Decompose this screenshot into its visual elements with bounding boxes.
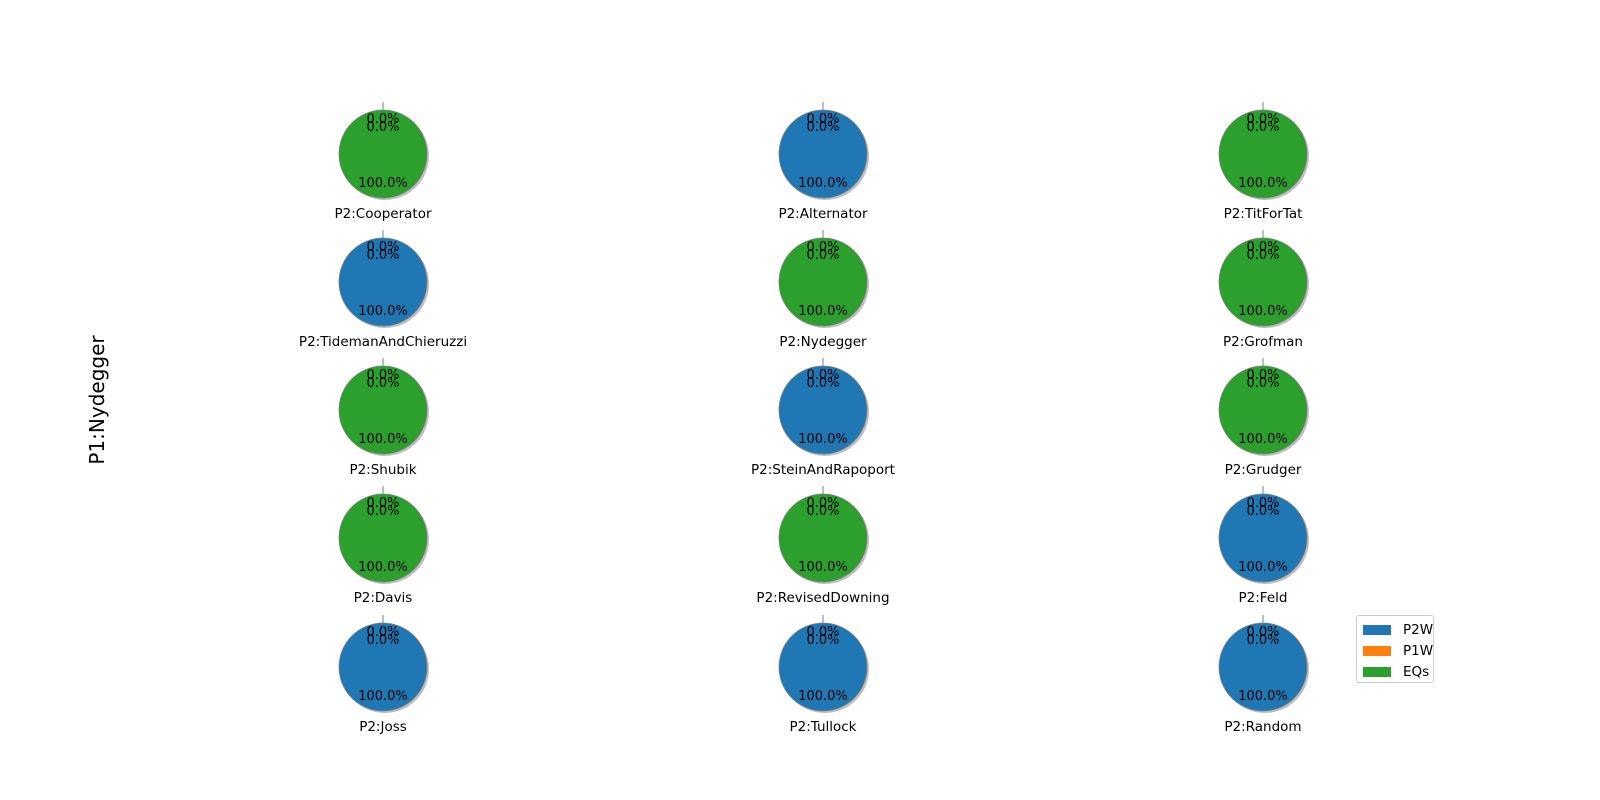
legend-item-p1w: P1W [1363,643,1434,659]
pie-title: P2:SteinAndRapoport [751,462,895,478]
pie-10: 0.0%0.0% 100.0% P2:Davis [338,486,429,606]
pie-pct-label-p1w: 0.0% [1246,496,1279,511]
pie-pct-label-p2w: 0.0% [366,368,399,383]
pie-pct-label-p1w: 0.0% [1246,376,1279,391]
pie-title: P2:Random [1224,719,1301,735]
pie-slice-eqs [1218,365,1308,455]
pie-pct-label-p2w: 0.0% [366,112,399,127]
pie-pct-label-p1w: 0.0% [1246,120,1279,135]
pie-title: P2:Nydegger [779,334,867,350]
pie-4: 100.0% 0.0%0.0% P2:TidemanAndChieruzzi [299,230,467,350]
pie-7: 0.0%0.0% 100.0% P2:Shubik [338,358,429,478]
pie-title: P2:Shubik [349,462,416,478]
pie-pct-label-eqs: 100.0% [1238,304,1288,319]
legend-item-eqs: EQs [1363,664,1430,680]
pie-3: 0.0%0.0% 100.0% P2:TitForTat [1218,102,1309,222]
pie-pct-label-p1w: 0.0% [1246,625,1279,640]
pie-pct-label-eqs: 100.0% [358,176,408,191]
pie-pct-label-p1w: 0.0% [1246,248,1279,263]
pie-pct-label-p1w: 0.0% [366,240,399,255]
pie-pct-label-eqs: 0.0% [806,633,839,648]
pie-11: 0.0%0.0% 100.0% P2:RevisedDowning [756,486,890,606]
pie-pct-label-p1w: 0.0% [366,120,399,135]
pie-slice-eqs [778,237,868,327]
pie-pct-label-p1w: 0.0% [806,112,839,127]
pie-pct-label-eqs: 100.0% [1238,432,1288,447]
pie-13: 100.0% 0.0%0.0% P2:Joss [338,615,429,735]
pie-pct-label-eqs: 0.0% [806,120,839,135]
pie-pct-label-eqs: 100.0% [798,560,848,575]
pie-title: P2:Davis [354,590,413,606]
pie-12: 100.0% 0.0%0.0% P2:Feld [1218,486,1309,606]
pie-pct-label-eqs: 100.0% [798,304,848,319]
legend-label-p2w: P2W [1403,622,1434,638]
pie-pct-label-p2w: 0.0% [366,496,399,511]
pie-pct-label-p2w: 100.0% [798,432,848,447]
pie-pct-label-p2w: 100.0% [358,689,408,704]
pie-slice-eqs [778,493,868,583]
pie-pct-label-p2w: 0.0% [806,240,839,255]
legend-swatch-p1w [1363,646,1391,656]
pie-6: 0.0%0.0% 100.0% P2:Grofman [1218,230,1309,350]
pie-pct-label-p1w: 0.0% [806,248,839,263]
pie-title: P2:Grofman [1223,334,1303,350]
pie-title: P2:Grudger [1225,462,1302,478]
pie-title: P2:RevisedDowning [756,590,889,606]
pie-title: P2:Feld [1239,590,1288,606]
legend-swatch-eqs [1363,667,1391,677]
pie-pct-label-eqs: 100.0% [358,560,408,575]
pie-title: P2:TitForTat [1224,206,1303,222]
pie-14: 100.0% 0.0%0.0% P2:Tullock [778,615,869,735]
pie-pct-label-eqs: 0.0% [366,633,399,648]
pie-pct-label-p2w: 0.0% [806,496,839,511]
pie-pct-label-eqs: 0.0% [806,376,839,391]
legend-label-p1w: P1W [1403,643,1434,659]
pie-pct-label-eqs: 0.0% [1246,633,1279,648]
pie-pct-label-eqs: 0.0% [1246,504,1279,519]
pie-title: P2:Tullock [789,719,856,735]
pie-9: 0.0%0.0% 100.0% P2:Grudger [1218,358,1309,478]
pie-pct-label-p2w: 0.0% [1246,368,1279,383]
pie-slice-eqs [338,365,428,455]
pie-title: P2:TidemanAndChieruzzi [299,334,467,350]
pie-5: 0.0%0.0% 100.0% P2:Nydegger [778,230,869,350]
pie-pct-label-p1w: 0.0% [366,504,399,519]
legend-swatch-p2w [1363,625,1391,635]
pie-pct-label-p2w: 100.0% [358,304,408,319]
pie-slice-eqs [338,109,428,199]
legend-item-p2w: P2W [1363,622,1434,638]
pie-pct-label-p2w: 0.0% [1246,112,1279,127]
pie-pct-label-p1w: 0.0% [806,504,839,519]
pie-1: 0.0%0.0% 100.0% P2:Cooperator [334,102,432,222]
pie-15: 100.0% 0.0%0.0% P2:Random [1218,615,1309,735]
pie-title: P2:Alternator [778,206,868,222]
pie-slice-eqs [338,493,428,583]
pie-pct-label-p2w: 100.0% [1238,560,1288,575]
pie-title: P2:Cooperator [334,206,431,222]
pie-pct-label-p2w: 0.0% [1246,240,1279,255]
pie-slice-eqs [1218,237,1308,327]
pie-pct-label-p1w: 0.0% [806,625,839,640]
pie-2: 100.0% 0.0%0.0% P2:Alternator [778,102,869,222]
legend-label-eqs: EQs [1403,664,1430,680]
pie-pct-label-p2w: 100.0% [1238,689,1288,704]
pie-pct-label-p1w: 0.0% [366,376,399,391]
pie-pct-label-eqs: 100.0% [1238,176,1288,191]
pie-title: P2:Joss [359,719,407,735]
pie-8: 100.0% 0.0%0.0% P2:SteinAndRapoport [751,358,895,478]
pie-slice-eqs [1218,109,1308,199]
pie-pct-label-eqs: 0.0% [366,248,399,263]
pie-pct-label-p1w: 0.0% [806,368,839,383]
pie-pct-label-eqs: 100.0% [358,432,408,447]
pie-pct-label-p2w: 100.0% [798,689,848,704]
pie-pct-label-p2w: 100.0% [798,176,848,191]
chart-legend: P2W P1W EQs [1356,615,1434,683]
pie-pct-label-p1w: 0.0% [366,625,399,640]
